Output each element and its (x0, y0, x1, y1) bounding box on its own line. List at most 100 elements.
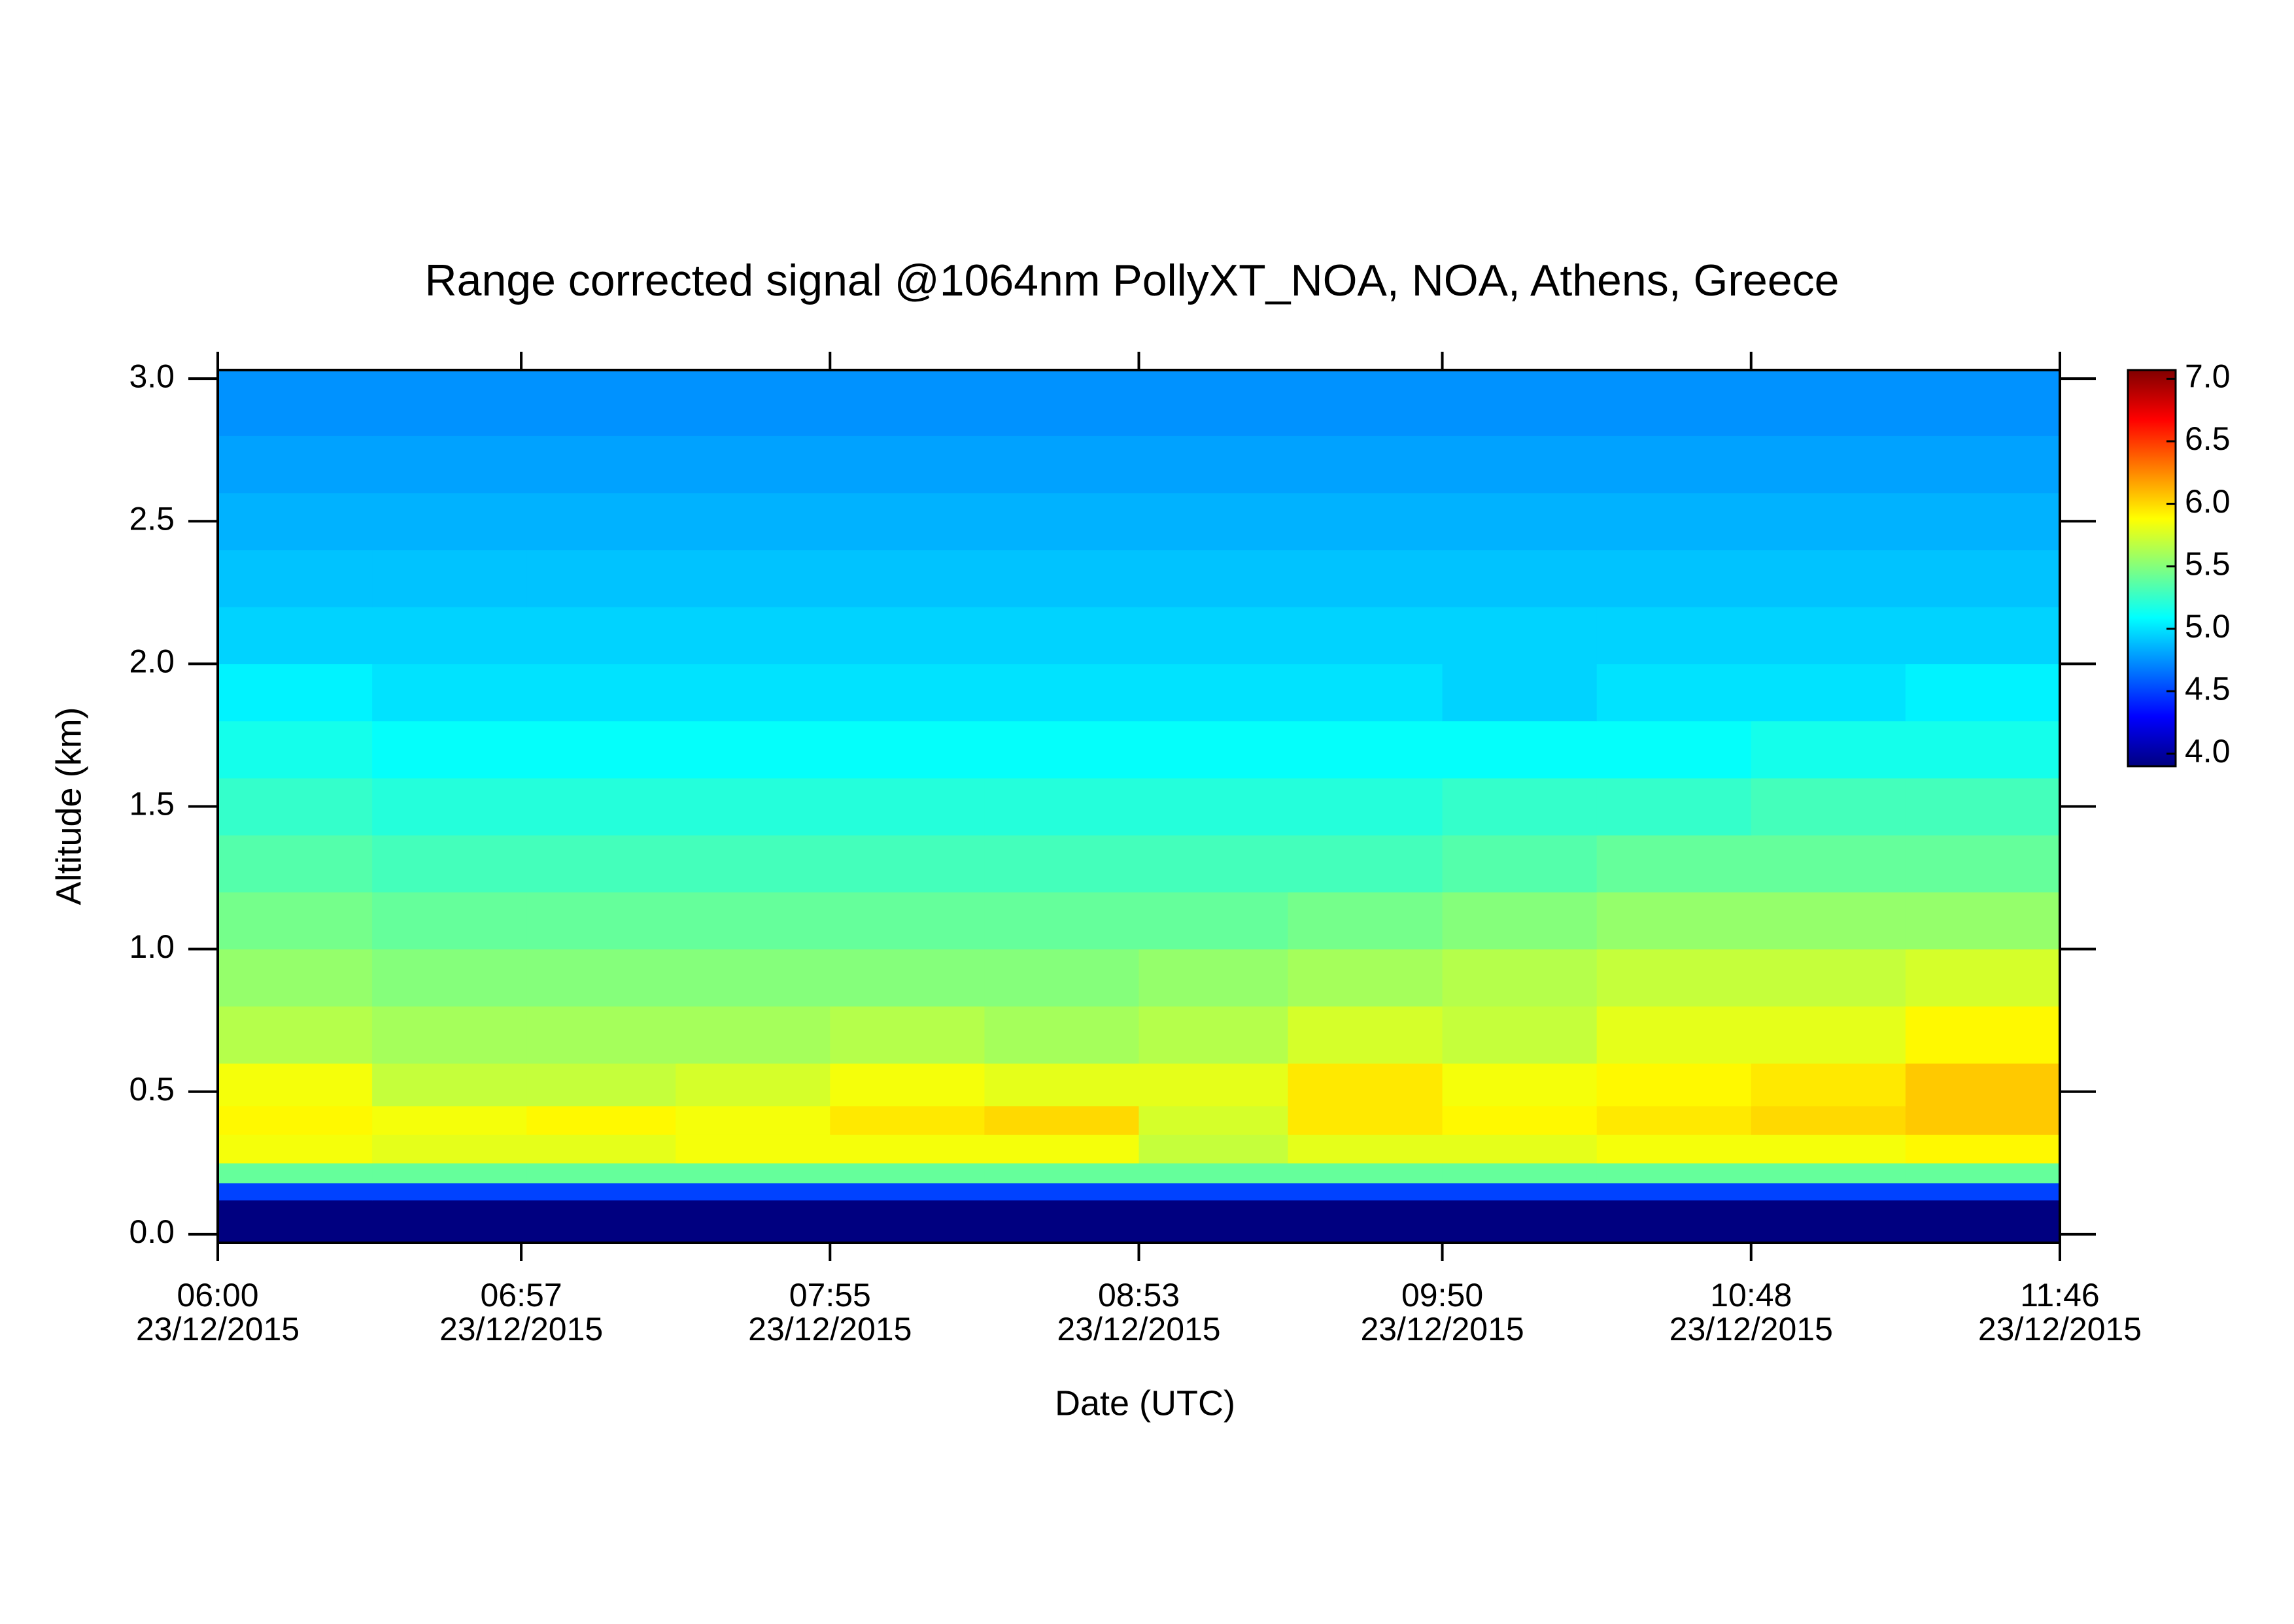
heatmap-cell (1596, 1106, 1752, 1135)
heatmap-cell (1138, 549, 1289, 607)
x-tick-label: 09:50 (1401, 1277, 1483, 1313)
heatmap-cell (1905, 1183, 2061, 1201)
heatmap-cell (1288, 549, 1443, 607)
heatmap-cell (830, 777, 985, 836)
heatmap-cell (1596, 549, 1752, 607)
heatmap-cell (372, 720, 527, 779)
heatmap-cell (1138, 492, 1289, 550)
heatmap-cell (1288, 1183, 1443, 1201)
heatmap-cell (676, 492, 830, 550)
heatmap-cell (1442, 1134, 1598, 1164)
heatmap-cell (984, 370, 1140, 436)
heatmap-cell (1288, 949, 1443, 1007)
heatmap-cell (1288, 892, 1443, 950)
heatmap-cell (1442, 1063, 1598, 1107)
heatmap-cell (218, 835, 373, 892)
heatmap-cell (830, 1200, 985, 1243)
heatmap-cell (526, 435, 676, 494)
heatmap-cell (1288, 1106, 1443, 1135)
heatmap-cell (984, 1183, 1140, 1201)
colorbar-tick-label: 4.0 (2185, 733, 2231, 770)
heatmap-cell (1751, 370, 1906, 436)
heatmap-cell (1138, 1134, 1289, 1164)
heatmap-cell (1442, 664, 1598, 722)
heatmap-cell (1138, 664, 1289, 722)
heatmap-cell (830, 1162, 985, 1183)
heatmap-cell (218, 720, 373, 779)
heatmap-cell (218, 1183, 373, 1201)
heatmap-cell (218, 949, 373, 1007)
heatmap-cell (676, 607, 830, 664)
heatmap-cell (1905, 720, 2061, 779)
colorbar-tick-label: 7.0 (2185, 358, 2231, 395)
heatmap-cell (830, 949, 985, 1007)
heatmap-cell (676, 1106, 830, 1135)
heatmap-cell (1138, 720, 1289, 779)
heatmap-cell (676, 720, 830, 779)
x-tick-label: 11:46 (2020, 1277, 2099, 1313)
heatmap-cell (372, 607, 527, 664)
heatmap-cell (984, 664, 1140, 722)
x-tick-label: 07:55 (789, 1277, 871, 1313)
heatmap-cell (526, 549, 676, 607)
heatmap-cell (1751, 835, 1906, 892)
heatmap-cell (1905, 777, 2061, 836)
heatmap-cell (1751, 1134, 1906, 1164)
x-tick-label: 23/12/2015 (1057, 1311, 1220, 1347)
y-tick-label: 0.5 (129, 1071, 175, 1108)
heatmap-cell (1442, 607, 1598, 664)
heatmap-cell (372, 949, 527, 1007)
heatmap-cell (1138, 435, 1289, 494)
heatmap-cell (676, 1183, 830, 1201)
heatmap-cell (372, 435, 527, 494)
heatmap-cell (1138, 949, 1289, 1007)
heatmap-cell (1905, 1200, 2061, 1243)
heatmap-cell (218, 1134, 373, 1164)
heatmap-cell (1442, 1106, 1598, 1135)
y-tick-label: 2.5 (129, 500, 175, 537)
x-tick-label: 06:57 (481, 1277, 562, 1313)
heatmap-cell (218, 549, 373, 607)
heatmap-cell (1442, 1006, 1598, 1064)
heatmap-cell (1442, 777, 1598, 836)
heatmap-cell (1288, 492, 1443, 550)
heatmap-cell (830, 492, 985, 550)
heatmap-cell (526, 1006, 676, 1064)
heatmap-cell (1442, 549, 1598, 607)
heatmap-cell (1751, 1162, 1906, 1183)
heatmap-cell (1442, 720, 1598, 779)
heatmap-cell (1138, 370, 1289, 436)
heatmap-cell (372, 1134, 527, 1164)
heatmap-cell (1905, 607, 2061, 664)
heatmap-cell (1442, 1200, 1598, 1243)
heatmap-cell (830, 1134, 985, 1164)
heatmap-cell (1596, 1162, 1752, 1183)
heatmap-cell (676, 370, 830, 436)
heatmap-cell (1288, 1063, 1443, 1107)
heatmap-cell (1905, 664, 2061, 722)
colorbar-tick-label: 4.5 (2185, 671, 2231, 707)
heatmap-cell (984, 549, 1140, 607)
heatmap-cell (1596, 1200, 1752, 1243)
x-axis-label: Date (UTC) (1055, 1383, 1235, 1423)
heatmap-cell (1596, 1006, 1752, 1064)
heatmap-cell (1751, 720, 1906, 779)
heatmap-cell (676, 1006, 830, 1064)
chart-title: Range corrected signal @1064nm PollyXT_N… (425, 256, 1840, 305)
x-tick-label: 10:48 (1710, 1277, 1792, 1313)
heatmap-cell (830, 1063, 985, 1107)
heatmap-cell (1288, 1162, 1443, 1183)
heatmap-cell (218, 607, 373, 664)
heatmap-cell (676, 777, 830, 836)
heatmap-cell (372, 370, 527, 436)
heatmap-cell (1138, 777, 1289, 836)
y-tick-label: 3.0 (129, 358, 175, 394)
heatmap-cell (676, 549, 830, 607)
heatmap-cell (372, 549, 527, 607)
x-tick-label: 23/12/2015 (136, 1311, 300, 1347)
heatmap-cell (1905, 1063, 2061, 1107)
heatmap-cell (372, 1162, 527, 1183)
heatmap-cell (218, 435, 373, 494)
heatmap-cell (218, 1162, 373, 1183)
